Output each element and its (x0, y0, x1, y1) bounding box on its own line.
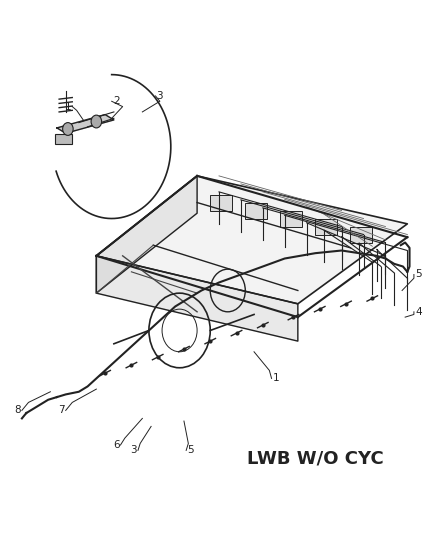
Text: 8: 8 (14, 406, 21, 415)
Circle shape (91, 115, 102, 128)
Text: 1: 1 (64, 102, 71, 111)
Polygon shape (57, 115, 114, 133)
Polygon shape (96, 176, 407, 304)
FancyBboxPatch shape (245, 203, 267, 219)
Circle shape (63, 123, 73, 135)
Polygon shape (96, 176, 197, 293)
Text: LWB W/O CYC: LWB W/O CYC (247, 449, 384, 467)
Text: 5: 5 (187, 446, 194, 455)
Text: 2: 2 (113, 96, 120, 106)
FancyBboxPatch shape (350, 227, 372, 243)
Text: 1: 1 (272, 374, 279, 383)
Text: 7: 7 (58, 406, 65, 415)
Text: 4: 4 (415, 307, 422, 317)
FancyBboxPatch shape (315, 219, 337, 235)
Text: 3: 3 (130, 446, 137, 455)
FancyBboxPatch shape (210, 195, 232, 211)
Polygon shape (96, 256, 298, 341)
FancyBboxPatch shape (55, 134, 72, 144)
Text: 6: 6 (113, 440, 120, 450)
Text: 5: 5 (415, 270, 422, 279)
Text: 3: 3 (156, 91, 163, 101)
FancyBboxPatch shape (280, 211, 302, 227)
